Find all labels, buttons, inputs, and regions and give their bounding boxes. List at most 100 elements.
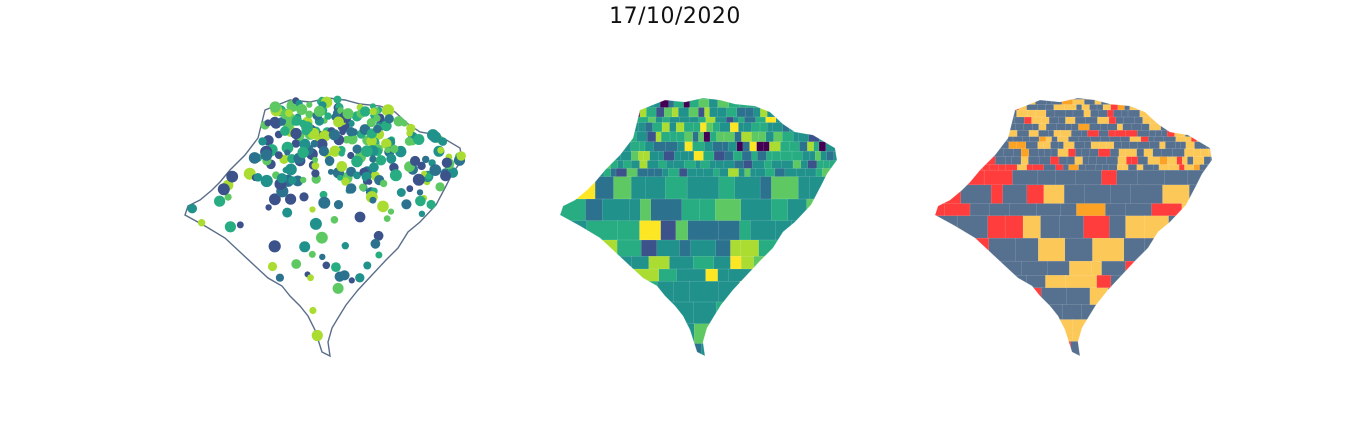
municipality-region: [1186, 116, 1199, 125]
municipality-region: [722, 141, 729, 152]
municipality-region: [1071, 123, 1080, 131]
municipality-region: [1035, 109, 1047, 118]
municipality-region: [1170, 275, 1202, 289]
municipality-region: [1197, 116, 1205, 125]
municipality-region: [935, 98, 938, 101]
municipality-region: [771, 150, 782, 162]
municipality-region: [742, 141, 751, 152]
municipality-point: [361, 145, 373, 157]
municipality-region: [1131, 156, 1139, 166]
municipality-point: [311, 329, 323, 342]
municipality-region: [676, 98, 684, 100]
municipality-region: [1053, 130, 1062, 138]
municipality-region: [1197, 237, 1212, 262]
municipality-region: [1197, 104, 1206, 111]
municipality-region: [1116, 98, 1130, 101]
municipality-region: [935, 141, 942, 150]
municipality-region: [827, 98, 837, 100]
municipality-region: [560, 268, 571, 282]
municipality-region: [765, 116, 777, 124]
municipality-region: [606, 122, 613, 133]
municipality-region: [1127, 99, 1140, 106]
municipality-region: [698, 98, 710, 109]
municipality-region: [1123, 237, 1146, 262]
municipality-region: [952, 319, 977, 343]
municipality-region: [630, 160, 641, 170]
municipality-region: [585, 323, 612, 345]
municipality-point: [265, 204, 272, 211]
municipality-region: [1083, 319, 1098, 343]
municipality-region: [1122, 164, 1129, 171]
municipality-point: [322, 261, 331, 270]
municipality-region: [641, 239, 658, 257]
municipality-region: [639, 107, 648, 118]
municipality-region: [1116, 123, 1124, 131]
municipality-region: [594, 98, 604, 100]
municipality-region: [1178, 116, 1188, 125]
municipality-region: [736, 141, 744, 152]
municipality-region: [935, 287, 961, 306]
municipality-region: [938, 104, 951, 111]
municipality-region: [999, 99, 1009, 106]
municipality-region: [672, 107, 680, 118]
municipality-region: [715, 239, 732, 257]
municipality-point: [329, 145, 341, 157]
municipality-region: [684, 141, 694, 152]
municipality-region: [755, 168, 767, 178]
municipality-region: [1211, 215, 1212, 239]
municipality-region: [717, 268, 730, 282]
municipality-region: [709, 107, 719, 118]
municipality-region: [1028, 156, 1040, 166]
municipality-region: [1098, 109, 1109, 118]
municipality-region: [675, 122, 685, 133]
municipality-region: [647, 160, 660, 170]
municipality-point: [291, 259, 302, 269]
municipality-region: [1003, 319, 1029, 343]
municipality-region: [966, 136, 978, 143]
municipality-region: [728, 268, 758, 282]
municipality-region: [1062, 164, 1070, 171]
municipality-region: [1076, 203, 1107, 217]
municipality-region: [1016, 304, 1044, 321]
municipality-region: [969, 148, 977, 158]
municipality-region: [1214, 117, 1224, 125]
municipality-region: [1141, 123, 1151, 131]
municipality-region: [569, 268, 593, 282]
municipality-region: [1006, 104, 1020, 111]
municipality-region: [617, 220, 641, 241]
municipality-region: [1129, 136, 1142, 143]
municipality-region: [693, 323, 716, 345]
municipality-region: [739, 98, 749, 109]
municipality-region: [1016, 109, 1029, 118]
municipality-region: [639, 141, 646, 152]
municipality-region: [1018, 99, 1025, 106]
municipality-region: [1020, 148, 1030, 158]
municipality-region: [1064, 237, 1094, 262]
municipality-point: [291, 139, 301, 148]
municipality-region: [669, 256, 694, 270]
municipality-region: [807, 323, 827, 345]
municipality-region: [1091, 359, 1106, 380]
municipality-region: [1108, 116, 1117, 125]
municipality-region: [1165, 141, 1176, 150]
municipality-point: [366, 178, 373, 185]
municipality-region: [1083, 215, 1111, 239]
state-border: [934, 97, 1213, 357]
municipality-region: [951, 109, 958, 118]
municipality-region: [1175, 141, 1182, 150]
municipality-region: [1168, 260, 1195, 276]
municipality-region: [739, 281, 773, 303]
municipality-region: [812, 220, 834, 241]
municipality-region: [949, 136, 957, 143]
municipality-region: [622, 141, 632, 152]
municipality-point: [311, 169, 320, 178]
municipality-region: [756, 141, 765, 152]
municipality-region: [1185, 136, 1192, 143]
municipality-region: [1015, 237, 1039, 262]
municipality-region: [964, 130, 975, 138]
municipality-region: [1172, 148, 1186, 158]
municipality-point: [390, 144, 399, 154]
municipality-region: [1026, 98, 1035, 101]
municipality-region: [679, 239, 692, 257]
municipality-region: [935, 99, 945, 106]
